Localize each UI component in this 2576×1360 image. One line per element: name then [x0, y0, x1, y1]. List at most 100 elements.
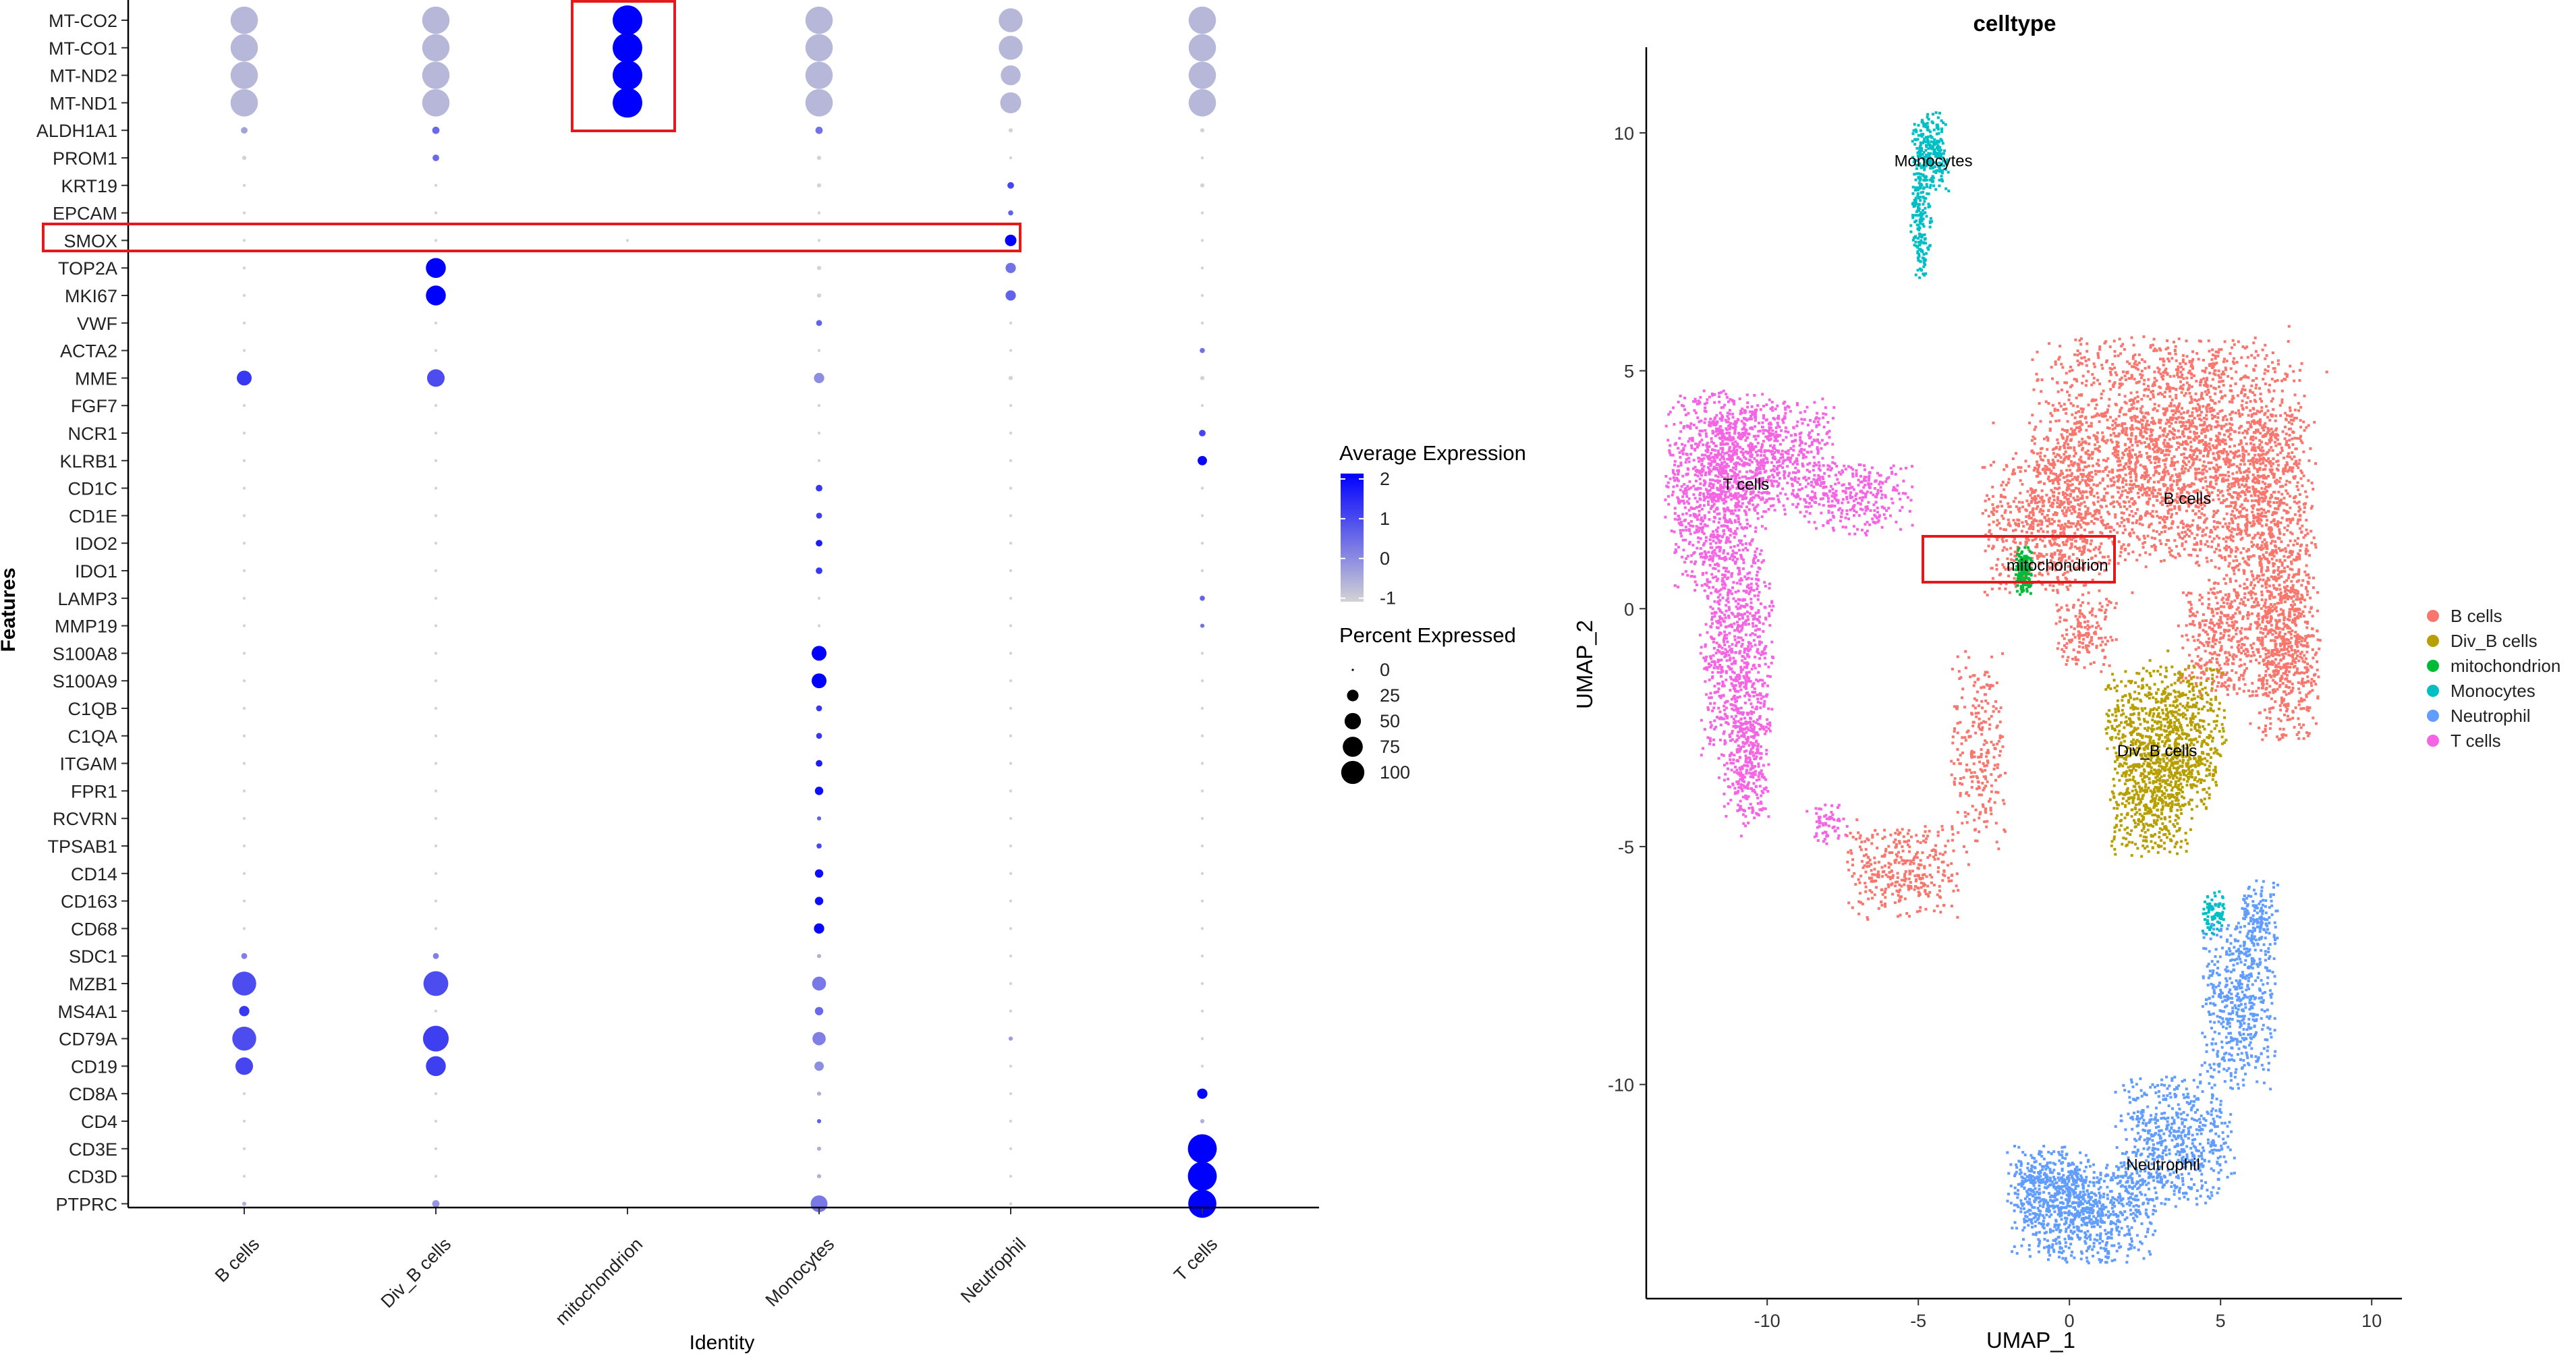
identity-label: Neutrophil — [957, 1234, 1030, 1307]
umap-point — [2289, 590, 2292, 594]
umap-point — [2249, 654, 2253, 658]
umap-point — [2297, 466, 2300, 470]
umap-point — [2019, 479, 2022, 482]
umap-point — [2175, 483, 2179, 486]
umap-point — [2291, 451, 2294, 454]
umap-point — [2252, 514, 2255, 517]
umap-point — [2143, 389, 2146, 392]
umap-point — [2041, 539, 2044, 542]
umap-point — [2007, 478, 2011, 481]
umap-point — [2191, 523, 2194, 527]
dot-mark — [812, 646, 827, 661]
umap-point — [2247, 421, 2250, 424]
umap-point — [2201, 472, 2204, 476]
umap-point — [2148, 434, 2152, 438]
umap-point — [2256, 480, 2260, 484]
feature-label: CD1E — [69, 506, 117, 526]
umap-point — [2257, 650, 2260, 653]
umap-point — [2289, 654, 2293, 657]
umap-point — [2128, 399, 2131, 402]
umap-point — [2048, 540, 2051, 543]
umap-point — [2249, 584, 2253, 586]
umap-point — [2138, 420, 2141, 424]
umap-point — [2291, 466, 2295, 470]
umap-point — [2054, 511, 2057, 514]
umap-point — [2162, 483, 2165, 486]
umap-point — [2153, 407, 2156, 410]
umap-point — [1998, 587, 2001, 590]
umap-point — [2077, 503, 2080, 506]
umap-point — [2198, 449, 2202, 453]
umap-point — [2303, 429, 2306, 432]
umap-point — [2077, 444, 2081, 447]
umap-point — [2166, 346, 2170, 349]
umap-point — [2192, 482, 2195, 486]
umap-point — [2258, 575, 2261, 577]
umap-point — [2106, 457, 2110, 460]
umap-point — [2025, 520, 2027, 523]
umap-point — [2081, 461, 2084, 464]
umap-point — [2058, 486, 2061, 490]
umap-point — [2270, 468, 2274, 472]
umap-point — [2237, 492, 2241, 495]
umap-point — [2079, 497, 2082, 500]
umap-point — [2185, 533, 2188, 536]
umap-point — [2240, 404, 2243, 407]
umap-point — [2162, 364, 2165, 367]
umap-point — [2168, 375, 2172, 378]
umap-point — [2114, 515, 2117, 519]
umap-point — [2181, 387, 2185, 391]
umap-point — [2230, 501, 2233, 504]
umap-point — [2119, 408, 2122, 412]
umap-point — [2268, 584, 2271, 588]
umap-point — [2212, 362, 2215, 365]
umap-point — [2243, 485, 2246, 488]
dot-mark — [242, 844, 246, 848]
umap-point — [2217, 450, 2220, 453]
umap-point — [1990, 567, 1993, 570]
umap-point — [2056, 476, 2059, 480]
umap-point — [2289, 466, 2292, 470]
umap-point — [2276, 497, 2279, 501]
umap-point — [2299, 434, 2302, 438]
umap-point — [2243, 347, 2247, 350]
umap-point — [2206, 385, 2209, 389]
umap-point — [2096, 378, 2099, 382]
umap-point — [2075, 411, 2078, 414]
umap-point — [2297, 488, 2300, 491]
dot-mark — [242, 624, 246, 627]
umap-point — [2194, 392, 2197, 395]
umap-point — [2065, 455, 2069, 459]
umap-point — [2289, 586, 2293, 590]
umap-point — [2257, 515, 2260, 519]
dot-mark — [1200, 899, 1204, 903]
umap-point — [2000, 505, 2004, 508]
umap-point — [2171, 432, 2175, 435]
umap-point — [2277, 738, 2280, 741]
umap-point — [2233, 343, 2236, 346]
umap-point — [2245, 480, 2248, 483]
feature-label: MZB1 — [69, 974, 117, 994]
umap-point — [2064, 522, 2067, 526]
umap-point — [2260, 453, 2264, 457]
umap-point — [2281, 430, 2285, 433]
umap-point — [2164, 371, 2168, 374]
umap-point — [2059, 560, 2063, 563]
umap-point — [2310, 541, 2314, 544]
umap-point — [2125, 507, 2129, 511]
umap-point — [2197, 468, 2200, 471]
umap-point — [2295, 573, 2298, 576]
umap-point — [2238, 563, 2241, 566]
umap-point — [2090, 471, 2093, 474]
umap-point — [2148, 497, 2151, 501]
umap-point — [2167, 472, 2171, 476]
umap-point — [2142, 415, 2146, 418]
umap-point — [2112, 447, 2116, 451]
umap-point — [2061, 366, 2065, 369]
umap-point — [2053, 551, 2056, 555]
umap-point — [2125, 447, 2128, 451]
umap-point — [2187, 492, 2191, 495]
legend-size-label: 100 — [1380, 762, 1410, 783]
umap-point — [2284, 665, 2287, 669]
umap-point — [2167, 527, 2171, 530]
